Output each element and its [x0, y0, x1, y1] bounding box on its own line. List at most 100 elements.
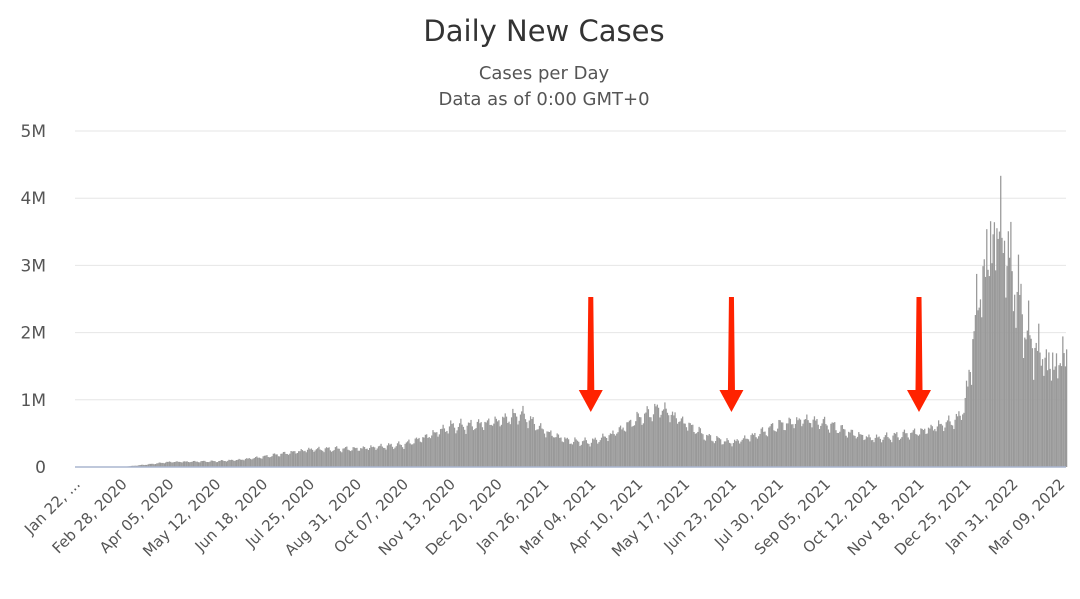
data-bar [1064, 366, 1066, 467]
data-bar [1036, 350, 1039, 467]
data-bar [519, 414, 522, 467]
data-bar [320, 450, 323, 467]
data-bar [1001, 237, 1003, 467]
data-bar [870, 440, 873, 467]
data-bar [962, 414, 964, 467]
data-bar [651, 421, 653, 467]
data-bar [991, 263, 993, 467]
red-arrow-annotation [578, 297, 603, 412]
data-bar [356, 447, 358, 467]
data-bar [170, 461, 172, 467]
data-bar [182, 461, 184, 467]
data-bar [633, 425, 636, 467]
data-bar [720, 439, 722, 467]
y-tick-label: 1M [21, 391, 46, 411]
data-bar [731, 446, 733, 467]
data-bar [858, 432, 860, 467]
data-bar [849, 432, 851, 467]
data-bar [407, 441, 409, 467]
data-bar [317, 448, 319, 467]
data-bar [645, 412, 647, 467]
data-bar [167, 461, 169, 467]
data-bar [1059, 363, 1061, 467]
data-bar [804, 419, 807, 467]
data-bar [447, 433, 449, 467]
data-bar [523, 413, 525, 467]
data-bar [357, 450, 359, 467]
data-bar [263, 455, 266, 467]
data-bar [189, 462, 191, 467]
data-bar [376, 448, 378, 467]
data-bar [1007, 231, 1009, 467]
data-bar [813, 416, 816, 467]
data-bar [183, 461, 186, 467]
data-bar [774, 431, 776, 467]
data-bar [1066, 349, 1068, 467]
data-bar [709, 435, 712, 467]
data-bar [943, 431, 945, 467]
data-bar [254, 457, 257, 467]
data-bar [829, 432, 831, 467]
data-bar [287, 454, 290, 467]
data-bar [545, 437, 547, 467]
data-bar [898, 440, 900, 467]
y-tick-label: 0 [35, 458, 46, 478]
data-bar [311, 449, 314, 467]
data-bar [747, 439, 750, 467]
data-bar [894, 433, 897, 467]
data-bar [844, 429, 846, 467]
data-bar [735, 441, 737, 467]
data-bar [560, 437, 562, 467]
data-bar [770, 423, 772, 467]
data-bar [540, 423, 542, 467]
data-bar [1022, 358, 1025, 467]
data-bar [342, 448, 344, 467]
data-bar [739, 443, 741, 467]
data-bar [426, 434, 428, 467]
data-bar [716, 435, 718, 467]
data-bar [901, 437, 903, 467]
data-bar [744, 435, 746, 467]
data-bar [722, 444, 724, 467]
data-bar [884, 435, 887, 467]
data-bar [992, 234, 994, 467]
data-bar [879, 438, 881, 467]
data-bar [616, 433, 618, 467]
data-bar [957, 416, 959, 467]
data-bar [679, 421, 681, 467]
data-bar [410, 444, 413, 467]
data-bar [675, 418, 677, 467]
data-bar [380, 443, 382, 467]
data-bar [1024, 337, 1026, 467]
data-bar [664, 402, 666, 467]
data-bar [594, 437, 596, 467]
data-bar [204, 460, 206, 467]
data-bar [714, 441, 717, 467]
data-bar [693, 432, 695, 467]
data-bar [270, 456, 272, 467]
data-bar [865, 436, 868, 467]
data-bar [954, 419, 956, 467]
data-bar [622, 427, 624, 467]
data-bar [477, 419, 480, 467]
data-bar [303, 451, 305, 467]
data-bar [697, 431, 699, 467]
data-bar [301, 450, 304, 467]
data-bar [688, 422, 690, 467]
data-bar [638, 417, 641, 467]
data-bar [631, 426, 633, 467]
data-bar [268, 457, 271, 467]
data-bar [988, 276, 990, 467]
data-bar [258, 457, 261, 467]
data-bar [547, 431, 549, 467]
data-bar [403, 448, 405, 467]
data-bar [448, 426, 451, 467]
data-bar [927, 427, 930, 467]
data-bar [537, 429, 539, 467]
data-bar [692, 424, 694, 467]
data-bar [472, 430, 475, 467]
data-bar [968, 369, 970, 467]
data-bar [215, 462, 217, 467]
data-bar [941, 425, 944, 467]
data-bar [993, 222, 996, 467]
